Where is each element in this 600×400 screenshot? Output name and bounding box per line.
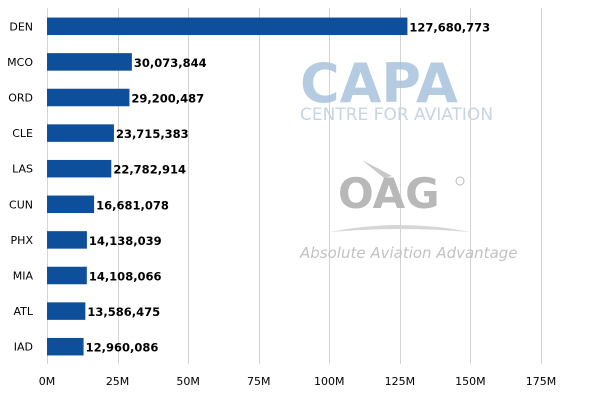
value-labels: 127,680,773 30,073,844 29,200,487 23,715,38…: [86, 20, 491, 354]
x-axis-tick-labels: 0M 25M 50M 75M 100M 125M 150M 175M: [39, 375, 557, 388]
x-tick-label: 100M: [314, 375, 345, 388]
category-label: PHX: [11, 234, 34, 247]
data-label: 14,138,039: [89, 234, 162, 248]
x-tick-label: 0M: [39, 375, 56, 388]
bar: [47, 337, 84, 356]
x-tick-label: 175M: [526, 375, 557, 388]
bar: [47, 231, 87, 249]
data-label: 23,715,383: [116, 127, 189, 141]
bar: [47, 195, 95, 214]
x-tick-label: 50M: [176, 375, 200, 388]
oag-registered-icon: [455, 176, 465, 186]
category-label: ATL: [13, 305, 33, 318]
data-label: 22,782,914: [113, 163, 186, 177]
bar: [47, 88, 130, 107]
bar: [47, 159, 112, 178]
category-label: ORD: [8, 92, 33, 105]
data-label: 127,680,773: [409, 20, 490, 34]
category-label: MIA: [13, 270, 34, 283]
oag-swoosh-icon: [362, 160, 392, 178]
bar: [47, 53, 132, 71]
category-labels: DEN MCO ORD CLE LAS CUN PHX MIA ATL IAD: [7, 20, 34, 353]
data-label: 29,200,487: [131, 92, 204, 106]
capa-subtitle: CENTRE FOR AVIATION: [300, 105, 493, 125]
watermark: CAPA CENTRE FOR AVIATION OAG Absolute Av…: [299, 52, 518, 262]
data-label: 14,108,066: [89, 270, 162, 284]
bar: [47, 124, 114, 142]
x-tick-label: 75M: [247, 375, 271, 388]
data-label: 16,681,078: [96, 198, 169, 212]
category-label: LAS: [12, 163, 33, 176]
x-tick-label: 150M: [455, 375, 486, 388]
x-tick-label: 125M: [385, 375, 416, 388]
bar: [47, 17, 408, 36]
x-tick-label: 25M: [106, 375, 130, 388]
data-label: 13,586,475: [87, 305, 160, 319]
data-label: 30,073,844: [134, 56, 207, 70]
bar: [47, 266, 87, 285]
bars: [47, 17, 408, 356]
capa-logo: CAPA: [300, 52, 458, 115]
oag-tagline: Absolute Aviation Advantage: [299, 244, 518, 262]
category-label: MCO: [7, 56, 33, 69]
oag-divider-icon: [330, 225, 470, 232]
category-label: CUN: [9, 198, 33, 211]
category-label: DEN: [9, 20, 33, 33]
category-label: IAD: [14, 341, 33, 354]
data-label: 12,960,086: [86, 341, 159, 355]
bar: [47, 302, 86, 320]
oag-logo: OAG: [338, 169, 440, 218]
category-label: CLE: [12, 127, 33, 140]
